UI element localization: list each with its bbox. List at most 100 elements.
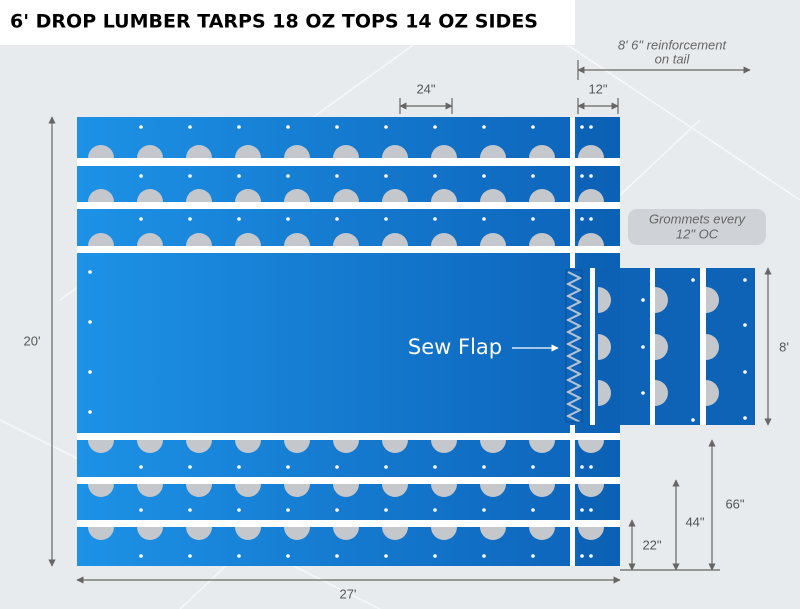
grommet xyxy=(531,174,535,178)
grommet-patch xyxy=(529,527,555,540)
grommet xyxy=(743,323,747,327)
sew-flap-label: Sew Flap xyxy=(408,335,502,359)
grommet-patch xyxy=(529,233,555,246)
grommet-patch xyxy=(186,527,212,540)
grommet xyxy=(589,125,593,129)
seam xyxy=(77,433,620,440)
grommet xyxy=(384,125,388,129)
grommet xyxy=(88,370,92,374)
grommets-note: Grommets every xyxy=(649,211,747,226)
seam xyxy=(570,117,575,268)
grommet-patch xyxy=(137,527,163,540)
seam xyxy=(700,268,706,425)
grommet xyxy=(139,508,143,512)
grommet-patch xyxy=(480,527,506,540)
grommet-patch xyxy=(706,287,719,313)
grommet-patch xyxy=(284,233,310,246)
title-box xyxy=(0,0,575,45)
seam xyxy=(77,158,620,166)
grommet-patch xyxy=(480,145,506,158)
grommet xyxy=(335,125,339,129)
sew-flap-edge xyxy=(565,269,583,423)
grommet-patch xyxy=(284,145,310,158)
grommet xyxy=(237,554,241,558)
grommet-patch xyxy=(88,527,114,540)
seam xyxy=(650,268,655,425)
grommet xyxy=(691,278,695,282)
grommet-patch xyxy=(529,440,555,453)
grommet xyxy=(589,174,593,178)
seam xyxy=(570,425,575,566)
grommet-patch xyxy=(137,484,163,497)
grommet-patch xyxy=(333,440,359,453)
dimension-lines xyxy=(48,60,772,584)
height-label: 20' xyxy=(24,333,41,348)
reinforcement-label: on tail xyxy=(655,51,691,66)
grommet xyxy=(580,554,584,558)
grommet xyxy=(641,298,645,302)
grommet xyxy=(237,217,241,221)
grommet-patch xyxy=(284,440,310,453)
note-bubble xyxy=(628,209,766,245)
grommet xyxy=(482,217,486,221)
grommet xyxy=(286,125,290,129)
grommet-patch xyxy=(137,189,163,202)
grommet xyxy=(286,554,290,558)
grommet xyxy=(580,465,584,469)
drop-label: 44" xyxy=(685,514,704,529)
grommet-patch xyxy=(578,527,604,540)
grommet xyxy=(589,465,593,469)
grommet-patch xyxy=(529,145,555,158)
grommet xyxy=(286,508,290,512)
grommet xyxy=(580,174,584,178)
grommet xyxy=(139,125,143,129)
grommet-patch xyxy=(333,233,359,246)
grommet xyxy=(580,508,584,512)
grommet xyxy=(88,320,92,324)
seam xyxy=(77,520,620,527)
grommet-patch xyxy=(186,484,212,497)
grommet-patch xyxy=(480,233,506,246)
grommet-patch xyxy=(382,189,408,202)
grommet xyxy=(237,174,241,178)
grommet xyxy=(237,508,241,512)
grommet xyxy=(482,174,486,178)
grommet-patch xyxy=(480,484,506,497)
grommet-patch xyxy=(598,287,611,313)
grommets-note: 12" OC xyxy=(676,226,719,241)
grommet xyxy=(88,270,92,274)
grommet xyxy=(641,391,645,395)
flap-height-label: 8' xyxy=(779,339,789,354)
grommet xyxy=(433,554,437,558)
grommet-patch xyxy=(431,189,457,202)
grommet-patch xyxy=(284,527,310,540)
grommet xyxy=(139,217,143,221)
grommet xyxy=(433,217,437,221)
grommet-patch xyxy=(88,440,114,453)
grommet-patch xyxy=(480,189,506,202)
grommet xyxy=(743,370,747,374)
grommet xyxy=(384,174,388,178)
grommet-patch xyxy=(655,287,668,313)
grommet-patch xyxy=(529,484,555,497)
grommet xyxy=(743,416,747,420)
grommet-patch xyxy=(186,440,212,453)
grommet xyxy=(482,508,486,512)
grommet-patch xyxy=(578,189,604,202)
grommet-patch xyxy=(431,484,457,497)
grommet xyxy=(531,508,535,512)
grommet xyxy=(188,125,192,129)
grommet-patch xyxy=(88,145,114,158)
grommet xyxy=(188,465,192,469)
grommet-patch xyxy=(431,440,457,453)
grommet-patch xyxy=(284,484,310,497)
grommet-patch xyxy=(578,484,604,497)
grommet-patch xyxy=(578,233,604,246)
grommet xyxy=(188,508,192,512)
grommet xyxy=(335,508,339,512)
grommet xyxy=(139,554,143,558)
grommet xyxy=(531,465,535,469)
grommet xyxy=(433,174,437,178)
grommet-patch xyxy=(137,145,163,158)
